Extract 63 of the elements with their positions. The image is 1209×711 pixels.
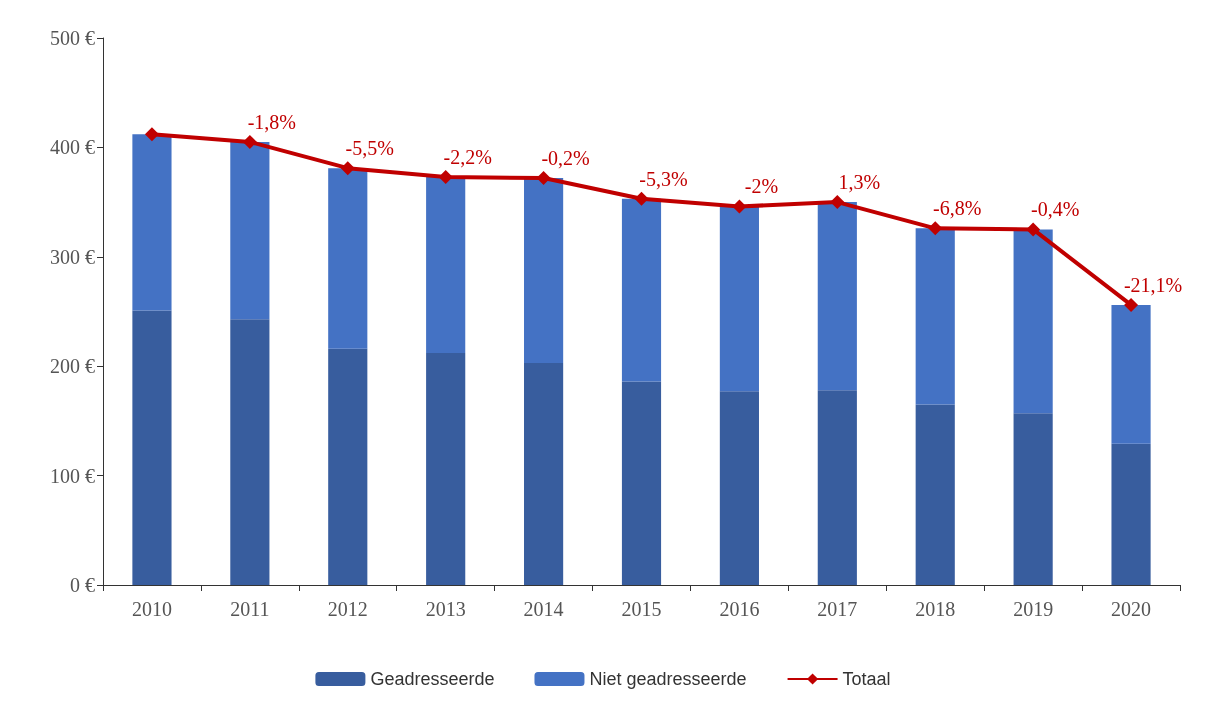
bar <box>426 176 466 354</box>
annotation: -6,8% <box>933 197 982 220</box>
bar <box>1111 443 1151 585</box>
bar <box>621 198 662 382</box>
bar <box>817 202 857 391</box>
bar <box>132 310 172 585</box>
y-tick-label: 400 € <box>50 136 95 159</box>
x-tick-label: 2018 <box>915 598 956 620</box>
bar <box>328 348 368 585</box>
legend-label: Niet geadresseerde <box>589 669 747 689</box>
x-tick-label: 2014 <box>523 598 564 620</box>
bar <box>230 319 270 585</box>
bar <box>621 381 662 585</box>
point <box>928 221 943 236</box>
annotation: -0,2% <box>541 147 590 170</box>
bar <box>915 228 955 405</box>
bar <box>1013 413 1053 585</box>
bar <box>230 141 270 320</box>
y-tick-label: 200 € <box>50 355 95 378</box>
x-tick-label: 2010 <box>131 598 172 620</box>
annotation: -2% <box>744 175 779 198</box>
legend-label: Totaal <box>842 669 891 689</box>
point <box>1026 222 1041 237</box>
bar <box>817 390 857 585</box>
bar <box>328 168 368 349</box>
legend-label: Geadresseerde <box>370 669 495 689</box>
x-tick-label: 2016 <box>719 598 760 620</box>
bar <box>524 362 564 585</box>
annotation: -5,5% <box>345 137 394 160</box>
point <box>438 169 453 184</box>
annotation: -2,2% <box>443 145 492 168</box>
point <box>732 199 747 214</box>
x-tick-label: 2019 <box>1013 598 1054 620</box>
bar <box>915 404 955 585</box>
x-tick-label: 2012 <box>327 598 368 620</box>
point <box>536 171 551 186</box>
y-tick-label: 100 € <box>50 464 95 487</box>
annotation: 1,3% <box>838 171 881 194</box>
x-tick-label: 2011 <box>230 598 270 620</box>
bar <box>132 134 172 311</box>
x-tick-label: 2015 <box>621 598 662 620</box>
point <box>242 134 257 149</box>
x-tick-label: 2020 <box>1111 598 1152 620</box>
bar <box>1111 304 1151 444</box>
point <box>634 191 649 206</box>
x-tick-label: 2013 <box>425 598 466 620</box>
annotation: -21,1% <box>1123 273 1183 296</box>
point <box>1124 297 1139 312</box>
y-tick-label: 500 € <box>50 27 95 49</box>
annotation: -5,3% <box>639 167 688 190</box>
y-tick-label: 0 € <box>70 574 95 596</box>
y-tick-label: 300 € <box>50 245 95 268</box>
bar <box>426 353 466 585</box>
bar <box>719 206 759 392</box>
bar <box>1013 229 1053 414</box>
annotation: -1,8% <box>247 110 297 133</box>
point <box>830 195 845 210</box>
point <box>144 127 159 142</box>
bar <box>524 178 564 363</box>
point <box>340 161 355 176</box>
annotation: -0,4% <box>1030 198 1080 221</box>
x-tick-label: 2017 <box>817 598 858 620</box>
bar <box>719 391 759 585</box>
